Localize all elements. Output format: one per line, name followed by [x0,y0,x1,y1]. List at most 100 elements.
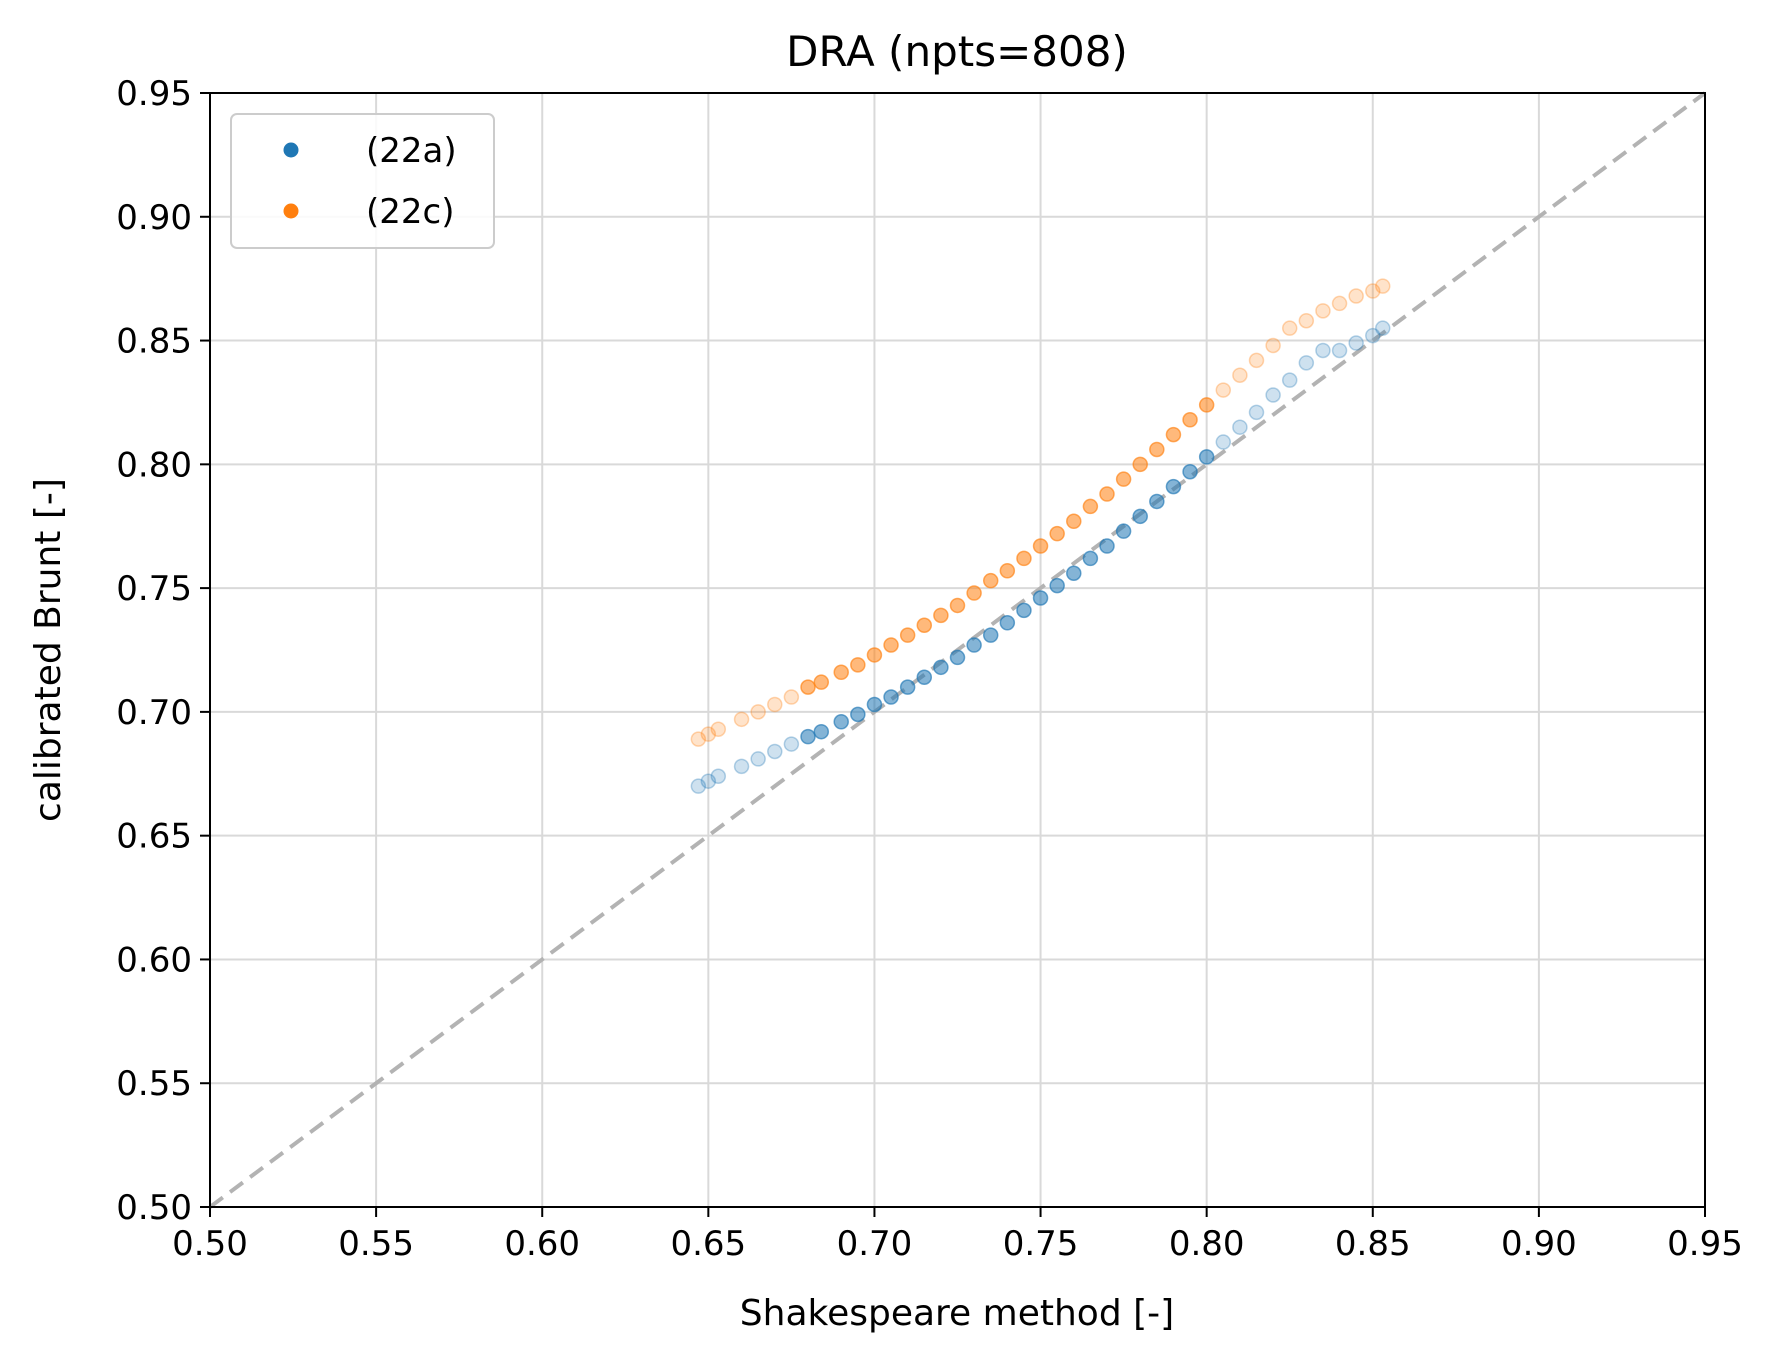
scatter-point [833,714,849,730]
legend-marker [283,203,299,219]
scatter-point [1049,525,1065,542]
legend-marker [283,142,299,158]
scatter-point [1149,441,1165,458]
x-tick-label: 0.90 [1501,1224,1577,1264]
x-tick-label: 0.70 [837,1224,913,1264]
scatter-point [1165,478,1182,495]
scatter-point [1331,342,1348,359]
scatter-point [982,627,999,643]
x-axis-label: Shakespeare method [-] [740,1293,1174,1334]
scatter-point [833,664,849,681]
scatter-point [1298,313,1315,329]
scatter-point [750,704,766,720]
data-points [690,278,1391,794]
scatter-point [1082,550,1099,567]
scatter-point [1198,449,1215,465]
scatter-point [1365,327,1381,344]
plot-frame [209,92,1706,1208]
scatter-point [999,615,1016,631]
scatter-point [1315,342,1331,359]
scatter-point [933,659,949,676]
x-tick-label: 0.95 [1667,1224,1743,1264]
scatter-point [813,723,830,740]
scatter-point [982,572,999,589]
scatter-point [883,689,899,705]
scatter-point [1182,464,1198,480]
scatter-point [700,726,717,742]
scatter-point [710,721,727,737]
scatter-point [700,773,717,789]
scatter-point [1032,538,1049,554]
scatter-point [1016,602,1032,619]
scatter-point [1374,320,1391,336]
y-tick-label: 0.85 [116,322,192,362]
scatter-point [767,696,783,713]
scatter-point [1099,486,1115,502]
y-tick-label: 0.95 [116,74,192,114]
scatter-point [733,758,750,775]
scatter-point [883,637,899,653]
y-tick-label: 0.75 [116,569,192,609]
scatter-point [1248,352,1265,369]
x-tick-label: 0.65 [670,1224,746,1264]
scatter-point [813,674,830,690]
scatter-point [966,637,982,653]
scatter-point [1331,295,1348,312]
scatter-point [1265,337,1281,354]
scatter-point [1215,434,1232,450]
scatter-point [783,736,800,752]
x-tick-label: 0.60 [504,1224,580,1264]
y-tick-label: 0.70 [116,693,192,733]
scatter-point [1066,565,1082,582]
scatter-point [1132,456,1148,473]
y-tick-label: 0.60 [116,940,192,980]
scatter-point [1016,550,1032,567]
x-tick-label: 0.50 [172,1224,248,1264]
scatter-point [1265,387,1281,403]
scatter-point [1049,577,1065,594]
scatter-point [1248,404,1265,421]
scatter-point [866,647,883,663]
scatter-point [899,679,916,695]
scatter-point [783,689,800,705]
scatter-point [1099,538,1115,554]
scatter-point [1215,382,1232,398]
scatter-point [800,679,816,695]
y-tick-label: 0.50 [116,1188,192,1228]
scatter-point [949,597,966,614]
scatter-point [1149,493,1165,510]
scatter-point [710,768,727,785]
scatter-point [1281,320,1298,336]
scatter-point [1348,288,1364,304]
axis-ticks: 0.50 0.55 0.60 0.65 0.70 0.75 0.80 0.85 0.90 0.95… [116,74,1743,1264]
series-1-points [690,278,1391,747]
scatter-point [1374,278,1391,294]
scatter-point [1165,426,1182,443]
scatter-point [690,731,707,747]
scatter-point [1032,590,1049,606]
scatter-point [1115,471,1132,487]
series-0-points [690,320,1391,794]
scatter-point [1315,303,1331,319]
legend-label: (22c) [366,192,455,232]
chart-title: DRA (npts=808) [786,27,1128,76]
scatter-point [800,728,816,745]
scatter-point [1182,412,1198,428]
scatter-point [1365,283,1381,299]
legend: (22a) (22c) [230,113,495,249]
scatter-point [866,696,883,713]
scatter-point [1082,498,1099,515]
y-tick-label: 0.90 [116,198,192,238]
scatter-point [850,706,866,723]
scatter-point [750,751,766,767]
scatter-point [1281,372,1298,388]
scatter-point [949,649,966,666]
scatter-point [850,657,866,673]
x-tick-label: 0.80 [1169,1224,1245,1264]
scatter-point [1348,335,1364,351]
scatter-point [1132,508,1148,525]
scatter-point [1115,523,1132,539]
y-tick-label: 0.80 [116,445,192,485]
scatter-point [733,711,750,728]
